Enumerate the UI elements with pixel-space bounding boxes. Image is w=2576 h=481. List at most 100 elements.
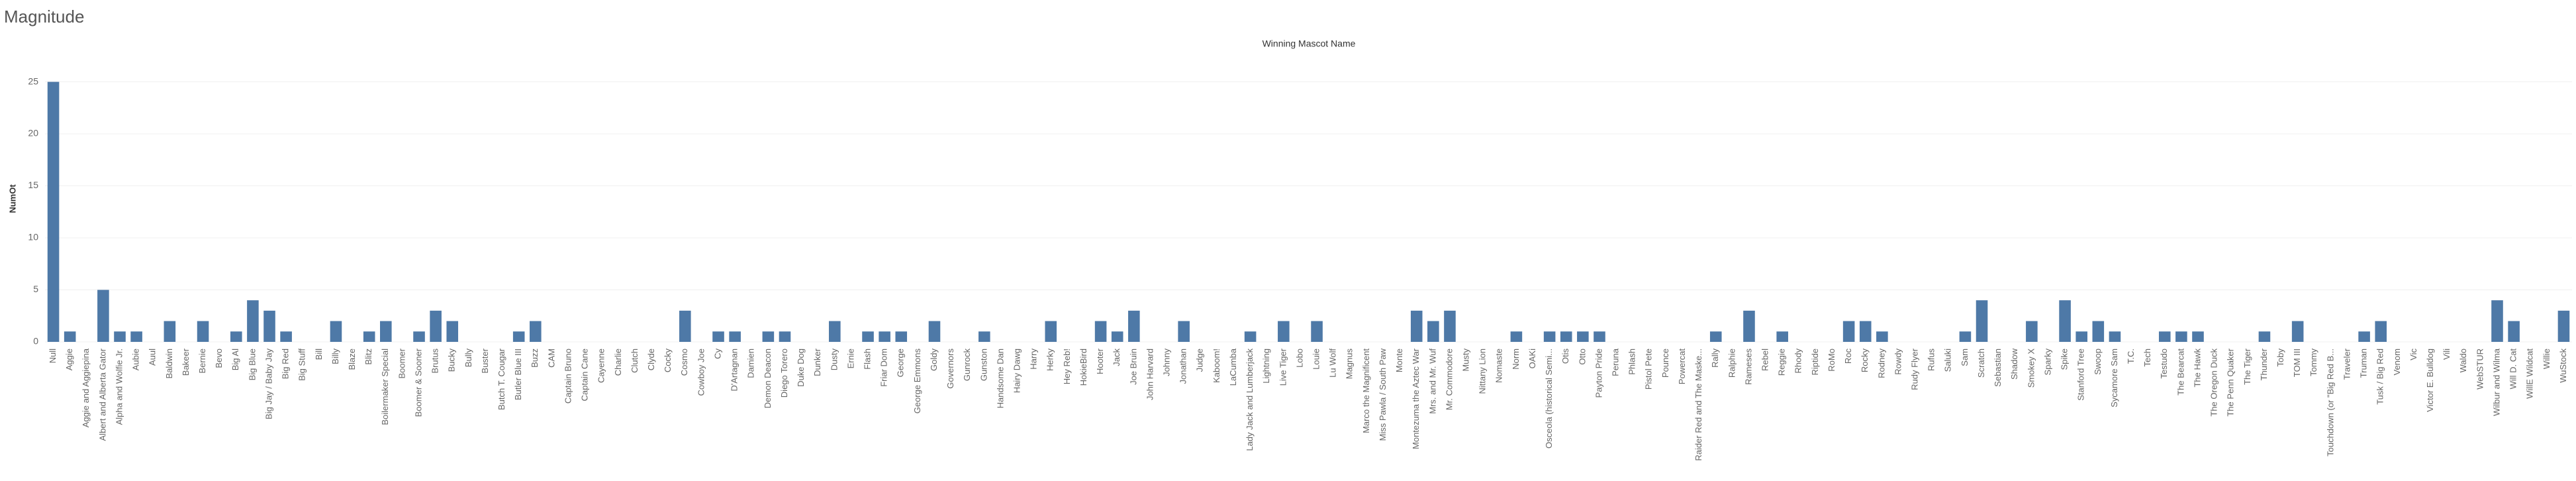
bar — [2291, 321, 2304, 342]
x-tick-label: Musty — [1461, 348, 1471, 372]
x-tick-label: Raider Red and The Maske... — [1693, 348, 1703, 461]
x-tick-label: Big Red — [281, 348, 291, 379]
x-tick-label: Rhody — [1793, 348, 1803, 374]
x-tick-label: Phlash — [1627, 348, 1637, 375]
bar — [1743, 310, 1755, 342]
bar — [2175, 331, 2187, 342]
x-tick-label: Butler Blue III — [513, 348, 523, 400]
x-tick-label: Hairy Dawg — [1012, 348, 1022, 393]
x-tick-label: Judge — [1195, 348, 1205, 372]
bar — [247, 300, 259, 342]
x-tick-label: John Harvard — [1145, 348, 1155, 400]
x-tick-label: Albert and Alberta Gator — [97, 348, 107, 441]
bar — [862, 331, 874, 342]
x-tick-label: Otto — [1577, 348, 1587, 365]
x-tick-label: The Penn Quaker — [2226, 348, 2236, 416]
x-tick-label: Big Stuff — [297, 348, 307, 381]
x-tick-label: Ralphie — [1727, 348, 1737, 378]
bar — [2109, 331, 2121, 342]
chart-title: Magnitude — [4, 7, 84, 27]
x-tick-label: Dunker — [812, 348, 822, 376]
x-tick-label: Bully — [463, 348, 473, 368]
x-tick-label: CAM — [546, 348, 556, 368]
bar — [2026, 321, 2038, 342]
x-tick-label: Sparky — [2042, 348, 2052, 376]
bar — [330, 321, 342, 342]
x-tick-label: Shadow — [2009, 348, 2019, 380]
x-tick-label: Flash — [862, 348, 872, 370]
x-tick-label: Miss Pawla / South Paw — [1378, 348, 1388, 441]
x-tick-label: Bernie — [197, 348, 207, 374]
bar — [1311, 321, 1323, 342]
x-tick-label: Cosmo — [679, 348, 689, 376]
bar — [928, 321, 941, 342]
bar — [97, 290, 109, 342]
bar — [197, 321, 209, 342]
x-tick-label: T.C. — [2126, 348, 2136, 364]
x-tick-label: Captain Bruno — [563, 348, 573, 403]
x-tick-label: Tommy — [2309, 348, 2318, 376]
bar — [1709, 331, 1722, 342]
bar — [1577, 331, 1589, 342]
x-tick-label: George Emmons — [912, 348, 922, 414]
x-tick-label: Auul — [148, 348, 158, 366]
bar — [2059, 300, 2071, 342]
x-tick-label: Pounce — [1660, 348, 1670, 378]
x-tick-label: Butch T. Cougar — [497, 348, 506, 410]
bar — [2491, 300, 2503, 342]
bar — [879, 331, 890, 342]
bar — [1244, 331, 1257, 342]
x-tick-label: Rocky — [1860, 348, 1870, 373]
x-tick-label: Tusk / Big Red — [2375, 348, 2385, 405]
x-tick-label: Nittany Lion — [1478, 348, 1488, 394]
bar — [2192, 331, 2204, 342]
x-tick-label: Smokey X — [2026, 348, 2036, 388]
bar — [2075, 331, 2087, 342]
bar — [64, 331, 76, 342]
bar — [978, 331, 990, 342]
x-tick-label: Marco the Magnificent — [1361, 348, 1371, 433]
x-tick-label: Lightning — [1261, 348, 1271, 384]
x-tick-label: Johnny — [1161, 348, 1171, 376]
x-tick-label: Charlie — [613, 348, 623, 376]
x-tick-label: Harry — [1029, 348, 1039, 370]
x-tick-label: Montezuma the Aztec War — [1411, 348, 1421, 449]
x-tick-label: LaCumba — [1228, 348, 1238, 386]
x-tick-label: Nomaste — [1494, 348, 1504, 383]
x-tick-label: The Bearcat — [2175, 348, 2185, 396]
x-tick-label: Payton Pride — [1594, 348, 1603, 398]
bar — [1444, 310, 1456, 342]
bar — [430, 310, 442, 342]
bar — [2358, 331, 2370, 342]
x-tick-label: Null — [48, 348, 58, 364]
x-tick-label: Bakeer — [181, 348, 191, 376]
x-tick-label: Mr. Commodore — [1444, 348, 1454, 410]
bar — [1510, 331, 1523, 342]
x-tick-label: Venom — [2392, 348, 2402, 375]
x-tick-label: Powercat — [1677, 348, 1687, 385]
x-tick-label: Hey Reb! — [1062, 348, 1072, 384]
x-tick-label: Osceola (historical Semi... — [1544, 348, 1554, 449]
x-tick-label: Big Jay / Baby Jay — [263, 348, 273, 419]
x-tick-label: Waldo — [2458, 348, 2468, 372]
x-tick-label: Boilermaker Special — [380, 348, 390, 425]
x-tick-label: OAKi — [1527, 348, 1537, 368]
x-tick-label: Thunder — [2259, 348, 2269, 380]
bar — [1045, 321, 1057, 342]
x-tick-label: TOM III — [2292, 348, 2302, 377]
x-tick-label: Rodney — [1876, 348, 1886, 378]
y-tick-label: 20 — [28, 128, 38, 138]
y-tick-label: 10 — [28, 232, 38, 242]
bar — [1128, 310, 1140, 342]
x-tick-label: Goldy — [929, 348, 939, 371]
bar — [1959, 331, 1972, 342]
bar — [2258, 331, 2271, 342]
x-axis-title: Winning Mascot Name — [1263, 38, 1356, 49]
x-tick-label: Willie — [2542, 348, 2552, 369]
bar — [829, 321, 841, 342]
x-tick-label: Bill — [314, 348, 324, 360]
x-tick-label: RoMo — [1827, 348, 1837, 372]
bar — [363, 331, 375, 342]
bar — [47, 81, 60, 342]
